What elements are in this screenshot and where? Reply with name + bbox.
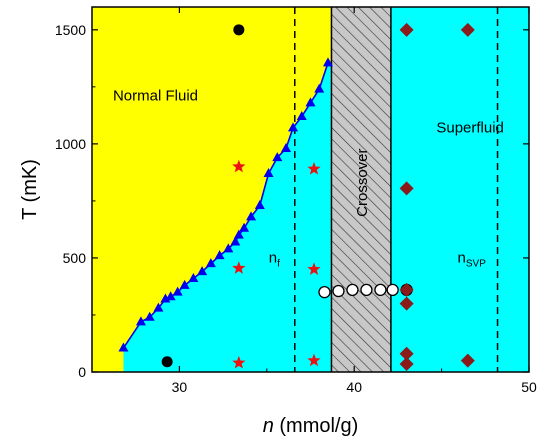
series-0-triangle-point-11 [214, 250, 225, 260]
dashed-label-subscript: SVP [466, 259, 486, 270]
y-tick-label-0: 0 [78, 364, 86, 380]
series-2-star-point-2 [232, 261, 246, 274]
series-3-circle-open-point-4 [374, 283, 387, 297]
series-4-diamond-point-6 [399, 357, 414, 372]
series-1-circle-point-1 [161, 356, 173, 368]
dashed-label-subscript: f [277, 259, 280, 270]
series-0-triangle-point-8 [188, 272, 199, 282]
dashed-label-symbol: n [458, 250, 466, 267]
plot-frame [91, 6, 530, 373]
series-2-star-point-4 [232, 355, 246, 369]
series-0-triangle-point-7 [179, 279, 190, 289]
dashed-label-1: nSVP [458, 250, 487, 270]
series-2-star-point-1 [307, 161, 321, 175]
series-0-triangle-point-13 [230, 236, 241, 246]
series-0-triangle-point-21 [288, 122, 299, 132]
series-4-diamond-point-2 [399, 181, 414, 196]
superfluid-region-right [390, 7, 529, 372]
series-2-star-point-0 [232, 159, 246, 173]
series-0-triangle-point-25 [322, 57, 333, 67]
x-axis-title: n (mmol/g) [263, 415, 359, 437]
crossover-boundaries [330, 7, 392, 372]
superfluid-label: Superfluid [436, 119, 504, 136]
x-tick-label-0: 30 [172, 379, 188, 395]
series-0-triangle-point-17 [254, 199, 265, 209]
series-3-circle-open-point-1 [332, 284, 345, 298]
series-4-diamond-point-5 [399, 346, 414, 361]
x-tick-label-2: 50 [521, 379, 537, 395]
series-3-circle-open-point-5 [386, 283, 399, 297]
series-1-circle-point-0 [233, 24, 245, 36]
series-2-star-point-5 [307, 353, 321, 367]
dashed-label-0: nf [269, 250, 280, 270]
series-0-triangle-point-0 [118, 342, 129, 352]
series-0-triangle-point-2 [144, 311, 155, 321]
series-4-diamond-point-4 [399, 296, 414, 311]
series-0-triangle-point-16 [246, 211, 257, 221]
series-0-triangle-point-6 [172, 286, 183, 296]
series-0-triangle-point-3 [153, 302, 164, 312]
series-0-triangle-point-18 [263, 168, 274, 178]
series-2-star-point-3 [307, 262, 321, 276]
crossover-region [331, 7, 391, 372]
y-axis-title: T (mK) [19, 159, 41, 220]
crossover-label: Crossover [354, 148, 371, 216]
x-axis-title-variable: n [263, 415, 274, 437]
series-0-triangle-point-14 [233, 229, 244, 239]
series-0-triangle-point-20 [281, 142, 292, 152]
normal-fluid-label: Normal Fluid [113, 88, 198, 105]
series-0-triangle-point-4 [160, 293, 171, 303]
series-0-triangle-point-24 [314, 83, 325, 93]
y-tick-label-3: 1500 [55, 22, 86, 38]
x-tick-label-1: 40 [346, 379, 362, 395]
series-3-circle-open-point-2 [346, 283, 359, 297]
series-0-triangle-point-22 [296, 111, 307, 120]
series-0-triangle-point-12 [223, 243, 234, 253]
series-4-diamond-point-0 [399, 22, 414, 37]
series-0-triangle-point-19 [272, 152, 283, 162]
series-0-triangle-point-10 [205, 258, 216, 268]
series-4-diamond-point-3 [399, 282, 414, 297]
series-0-triangle-point-9 [197, 266, 208, 276]
series-0-triangle-point-5 [165, 291, 176, 301]
dashed-label-symbol: n [269, 250, 277, 267]
y-tick-label-2: 1000 [55, 136, 86, 152]
series-0-triangle-point-1 [135, 316, 146, 326]
series-4-diamond-point-7 [460, 353, 475, 368]
series-0-triangle-point-23 [305, 97, 316, 107]
dashed-lines [294, 7, 499, 372]
normal-fluid-region [92, 7, 332, 372]
dashed-line-labels: nf nSVP [269, 250, 486, 270]
x-axis-title-units: (mmol/g) [274, 415, 358, 437]
series-0-triangle-point-15 [239, 222, 250, 232]
series-4-diamond-point-1 [460, 22, 475, 37]
series-3-circle-open-point-3 [360, 283, 373, 297]
phase-regions [92, 7, 529, 372]
series-3-circle-open-point-0 [318, 286, 331, 299]
data-markers [118, 22, 475, 372]
y-tick-label-1: 500 [63, 250, 87, 266]
